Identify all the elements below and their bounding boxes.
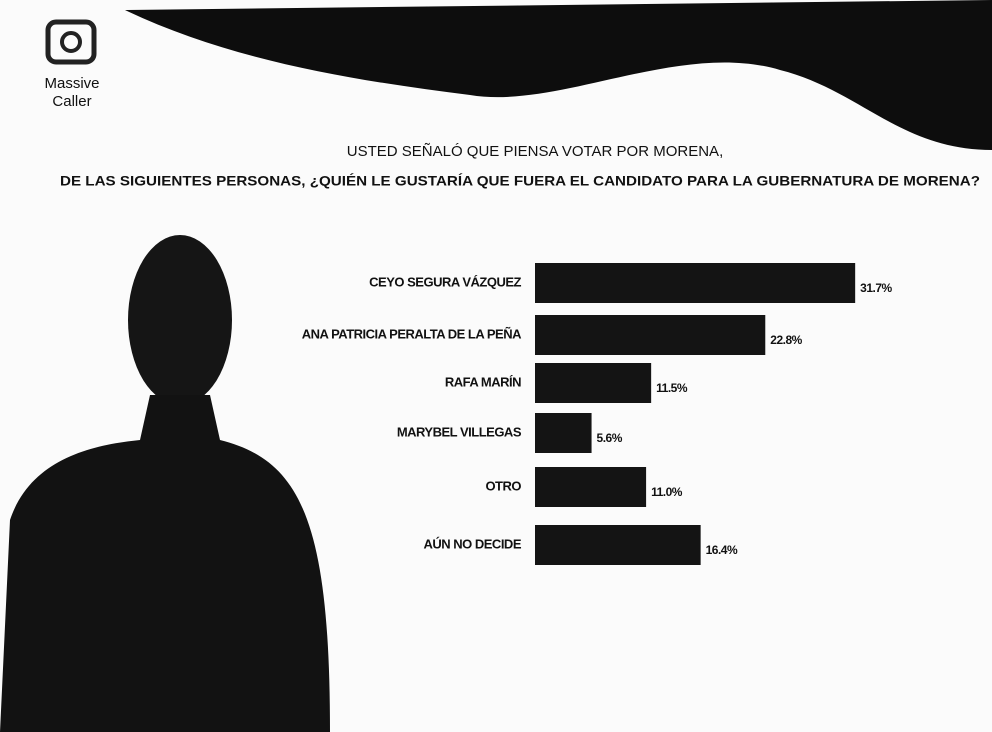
brand-name: Caller — [52, 93, 91, 110]
bar — [535, 315, 766, 355]
category-label: MARYBEL VILLEGAS — [397, 424, 522, 439]
person-body — [0, 395, 330, 732]
value-label: 16.4% — [706, 543, 738, 557]
logo-icon — [60, 31, 82, 53]
header-banner — [125, 0, 992, 150]
bar — [535, 467, 647, 507]
category-label: RAFA MARÍN — [445, 374, 521, 389]
category-label: OTRO — [485, 478, 521, 493]
value-label: 22.8% — [770, 333, 802, 347]
chart-title: USTED SEÑALÓ QUE PIENSA VOTAR POR MORENA… — [347, 143, 723, 160]
value-label: 31.7% — [860, 281, 892, 295]
category-label: ANA PATRICIA PERALTA DE LA PEÑA — [302, 326, 522, 341]
value-label: 11.5% — [656, 381, 688, 395]
brand-name: Massive — [44, 75, 99, 92]
chart-subtitle: DE LAS SIGUIENTES PERSONAS, ¿QUIÉN LE GU… — [60, 173, 980, 189]
bar — [535, 263, 856, 303]
category-label: CEYO SEGURA VÁZQUEZ — [369, 274, 521, 289]
category-label: AÚN NO DECIDE — [423, 536, 521, 551]
bar — [535, 525, 701, 565]
value-label: 11.0% — [651, 485, 683, 499]
bar — [535, 413, 592, 453]
value-label: 5.6% — [597, 431, 623, 445]
person-head — [128, 235, 232, 405]
bar — [535, 363, 652, 403]
logo-icon — [45, 19, 97, 65]
